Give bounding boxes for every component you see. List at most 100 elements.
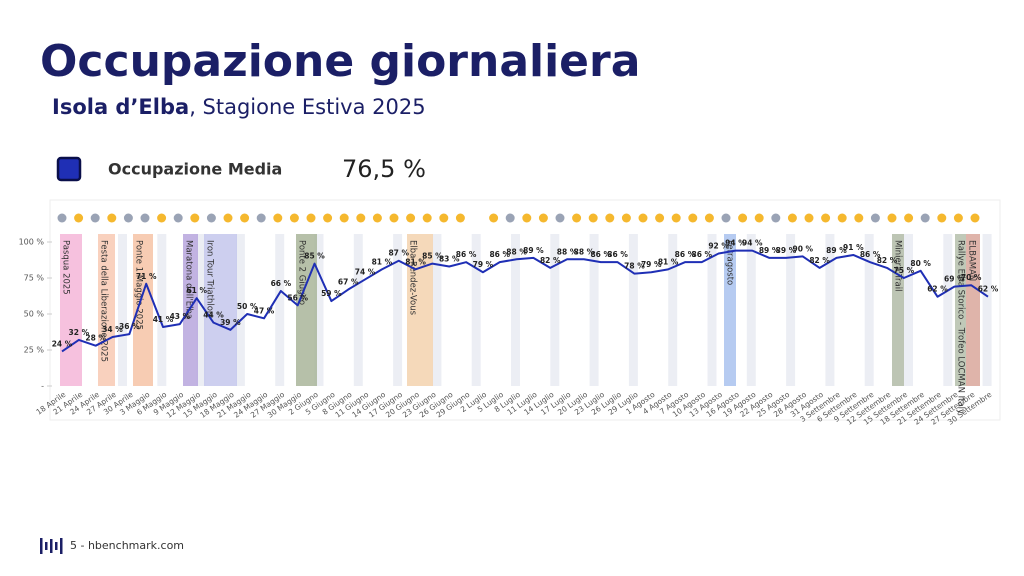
data-label: 75 % xyxy=(894,266,915,275)
event-label: Festa della Liberazione 2025 xyxy=(99,240,109,362)
weekend-stripe xyxy=(157,234,167,386)
data-label: 39 % xyxy=(220,318,241,327)
data-label: 87 % xyxy=(388,249,409,258)
y-tick-label: 100 % xyxy=(19,238,45,247)
slide-title: Occupazione giornaliera xyxy=(40,36,640,87)
weather-icon xyxy=(306,213,316,223)
data-label: 70 % xyxy=(961,273,982,282)
data-label: 91 % xyxy=(843,243,864,252)
legend-label: Occupazione Media xyxy=(108,160,282,179)
event-band xyxy=(955,234,966,386)
weather-icon xyxy=(953,213,963,223)
weather-icon xyxy=(787,213,797,223)
y-tick-label: 75 % xyxy=(24,274,45,283)
data-label: 47 % xyxy=(254,306,275,315)
weekend-stripe xyxy=(904,234,913,386)
data-label: 80 % xyxy=(910,259,931,268)
data-label: 79 % xyxy=(473,260,494,269)
weather-icon xyxy=(74,213,84,223)
weekend-stripe xyxy=(235,234,245,386)
weather-icon xyxy=(804,213,814,223)
weather-icon xyxy=(422,213,432,223)
y-tick-label: 25 % xyxy=(24,346,45,355)
weather-icon xyxy=(704,213,714,223)
weather-icon xyxy=(389,213,399,223)
chart: Pasqua 2025 Festa della Liberazione 2025 P… xyxy=(19,213,999,427)
data-label: 86 % xyxy=(860,250,881,259)
data-label: 90 % xyxy=(793,244,814,253)
weather-icon xyxy=(821,213,831,223)
data-label: 79 % xyxy=(641,260,662,269)
weather-icon xyxy=(406,213,416,223)
weather-icon xyxy=(621,213,631,223)
weather-icon xyxy=(223,213,233,223)
data-label: 89 % xyxy=(759,246,780,255)
weather-icon xyxy=(771,213,781,223)
weather-icon xyxy=(638,213,648,223)
data-label: 82 % xyxy=(540,256,561,265)
legend-value: 76,5 % xyxy=(342,155,426,183)
weekend-stripe xyxy=(353,234,363,386)
data-label: 81 % xyxy=(372,257,393,266)
weather-icon xyxy=(107,213,117,223)
data-label: 36 % xyxy=(119,322,140,331)
data-label: 89 % xyxy=(776,246,797,255)
weather-icon xyxy=(904,213,914,223)
event-label: Ponte 2 Giugno xyxy=(297,240,307,305)
data-label: 81 % xyxy=(658,257,679,266)
weekend-stripe xyxy=(786,234,796,386)
data-label: 56 % xyxy=(287,293,308,302)
weather-icon xyxy=(206,213,216,223)
data-label: 83 % xyxy=(439,254,460,263)
data-label: 89 % xyxy=(523,246,544,255)
event-label: Pasqua 2025 xyxy=(61,240,71,295)
event-label: Ferragosto xyxy=(725,240,735,285)
event-band xyxy=(183,234,198,386)
data-label: 74 % xyxy=(355,267,376,276)
event-label: Iron Tour Triathlon xyxy=(205,240,215,316)
weekend-stripe xyxy=(118,234,127,386)
weather-icon xyxy=(356,213,366,223)
data-label: 24 % xyxy=(52,339,73,348)
weather-icon xyxy=(190,213,200,223)
data-label: 41 % xyxy=(153,315,174,324)
weather-icon xyxy=(937,213,947,223)
data-label: 78 % xyxy=(624,262,645,271)
data-label: 86 % xyxy=(590,250,611,259)
y-tick-label: - xyxy=(41,382,44,391)
weather-icon xyxy=(157,213,167,223)
weekend-stripe xyxy=(393,234,403,386)
weather-icon xyxy=(273,213,283,223)
weekend-stripe xyxy=(511,234,520,386)
data-label: 86 % xyxy=(691,250,712,259)
data-label: 86 % xyxy=(607,250,628,259)
event-band xyxy=(966,234,980,386)
weather-icon xyxy=(721,213,731,223)
data-label: 94 % xyxy=(742,239,763,248)
data-label: 44 % xyxy=(203,311,224,320)
weekend-stripe xyxy=(943,234,953,386)
weather-icon xyxy=(57,213,67,223)
weather-icon xyxy=(555,213,565,223)
weekend-stripe xyxy=(275,234,285,386)
weather-icon xyxy=(173,213,183,223)
legend-swatch xyxy=(56,156,82,182)
weekend-stripe xyxy=(432,234,442,386)
weather-icon xyxy=(671,213,681,223)
data-label: 86 % xyxy=(675,250,696,259)
weather-icon xyxy=(754,213,764,223)
line xyxy=(61,249,989,353)
data-label: 69 % xyxy=(944,275,965,284)
footer: 5 - hbenchmark.com xyxy=(70,539,184,552)
data-label: 28 % xyxy=(85,334,106,343)
weather-icon xyxy=(837,213,847,223)
weather-icon xyxy=(854,213,864,223)
weather-icon xyxy=(240,213,250,223)
data-label: 67 % xyxy=(338,278,359,287)
weather-icon xyxy=(439,213,449,223)
event-band xyxy=(98,234,115,386)
weekend-stripe xyxy=(864,234,874,386)
event-band xyxy=(407,234,433,386)
data-label: 71 % xyxy=(136,272,157,281)
weather-icon xyxy=(655,213,665,223)
